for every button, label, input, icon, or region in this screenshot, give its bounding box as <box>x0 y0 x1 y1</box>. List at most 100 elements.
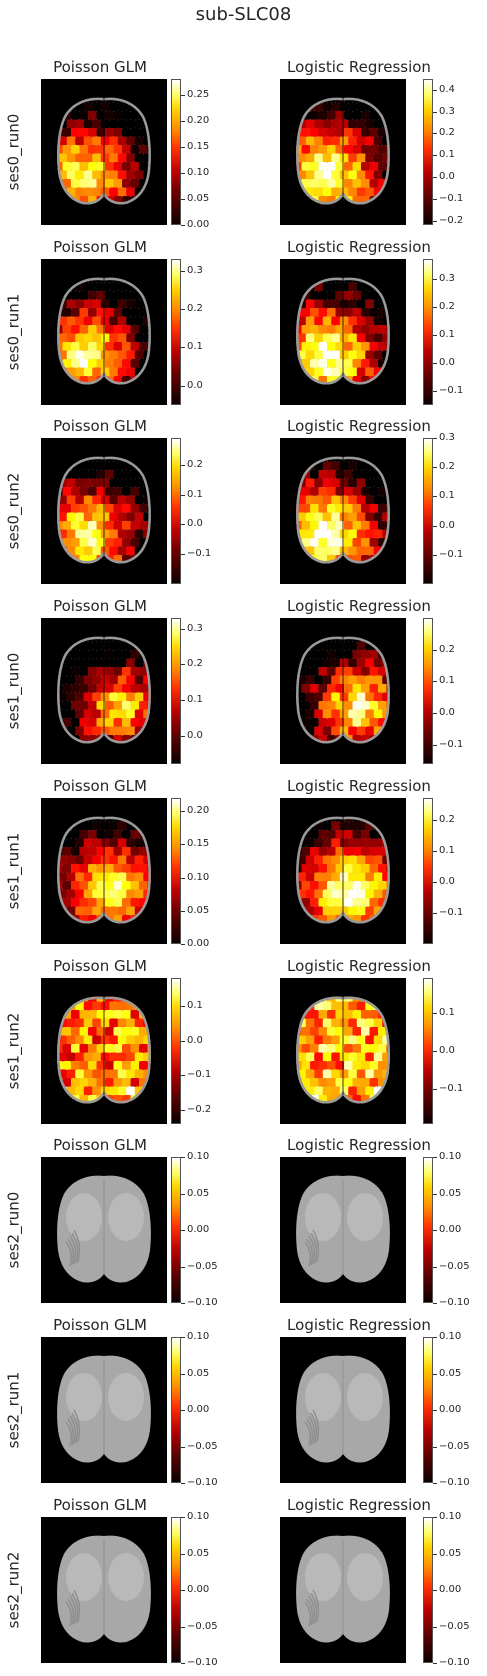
row-label: ses2_run1 <box>2 1337 24 1483</box>
heat-cell <box>156 830 165 839</box>
heat-cell <box>75 512 85 522</box>
heat-cell <box>305 350 315 360</box>
heat-cell <box>160 154 167 163</box>
colorbar-tick-label: −0.1 <box>439 739 464 750</box>
heat-cell <box>105 487 114 496</box>
heat-cell <box>391 710 400 719</box>
heat-cell <box>109 546 119 556</box>
hippocampus-stripe <box>71 1412 78 1444</box>
heat-cell <box>88 325 97 334</box>
heat-cell <box>305 658 315 668</box>
heat-cell <box>97 393 106 402</box>
heat-cell <box>66 658 76 668</box>
heat-cell <box>348 838 358 848</box>
heat-cell <box>156 179 165 188</box>
heat-cell <box>399 710 406 719</box>
heat-cell <box>399 676 406 685</box>
colorbar-tick-label: 0.2 <box>439 301 455 312</box>
hippocampus-stripe <box>312 1409 319 1443</box>
row-label-text: ses1_run2 <box>4 1012 23 1090</box>
heat-cell <box>356 1086 366 1096</box>
heat-cell <box>105 359 114 368</box>
heat-cell <box>130 1027 140 1036</box>
heat-cell <box>126 709 136 719</box>
heat-cell <box>117 675 127 685</box>
heat-cell <box>395 393 404 402</box>
heat-cell <box>75 187 85 197</box>
heat-cell <box>126 512 136 522</box>
heat-cell <box>305 529 315 539</box>
colorbar <box>171 79 181 225</box>
colorbar <box>171 259 181 405</box>
heat-cell <box>62 179 72 188</box>
heat-cell <box>399 300 406 309</box>
heat-cell <box>156 572 165 581</box>
heat-cell <box>310 898 319 907</box>
heat-cell <box>327 881 336 890</box>
heat-cell <box>348 282 358 292</box>
colorbar-tick-label: −0.05 <box>187 1261 218 1272</box>
heat-cell <box>79 864 89 873</box>
heat-cell <box>62 718 72 727</box>
heat-cell <box>126 119 136 129</box>
heat-cell <box>152 822 161 831</box>
heat-cell <box>97 572 106 581</box>
colorbar-tickmark <box>433 1627 437 1628</box>
heat-cell <box>75 1086 85 1096</box>
heat-cell <box>152 856 161 865</box>
heat-cell <box>339 1052 349 1062</box>
heat-cell <box>391 530 400 539</box>
heat-cell <box>62 881 72 890</box>
heat-cell <box>327 1112 336 1121</box>
heat-cell <box>335 325 345 334</box>
heat-cell <box>310 111 319 120</box>
heat-cell <box>105 650 114 659</box>
heat-cell <box>348 1001 358 1011</box>
heat-cell <box>348 299 358 309</box>
row-label-text: ses1_run0 <box>4 652 23 730</box>
heat-cell <box>391 890 400 899</box>
heat-cell <box>79 881 89 890</box>
heat-cell <box>57 996 63 1002</box>
heat-cell <box>54 213 63 222</box>
heat-cell <box>152 1019 161 1028</box>
row-label-text: ses0_run1 <box>4 293 23 371</box>
heat-cell <box>348 512 358 522</box>
heat-cell <box>152 839 161 848</box>
heat-cell <box>79 1010 89 1019</box>
heat-cell <box>152 873 161 882</box>
heat-cell <box>310 521 319 530</box>
heat-cell <box>113 325 123 334</box>
heat-cell <box>373 838 383 848</box>
heat-cell <box>117 282 127 292</box>
heat-cell <box>335 504 345 513</box>
heat-cell <box>66 529 76 539</box>
heat-cell <box>100 333 110 343</box>
heat-cell <box>302 1112 311 1121</box>
heat-cell <box>113 128 123 137</box>
heat-cell <box>305 1103 315 1104</box>
heat-cell <box>322 461 332 471</box>
heat-cell <box>386 1095 390 1104</box>
heat-cell <box>66 136 76 146</box>
heat-cell <box>310 470 319 479</box>
colorbar-tick-label: 0.1 <box>439 490 455 501</box>
heat-cell <box>66 1069 76 1079</box>
heat-cell <box>62 1078 72 1087</box>
heat-cell <box>100 204 110 205</box>
heat-cell <box>105 342 114 351</box>
heat-cell <box>139 572 148 581</box>
heat-cell <box>352 1078 362 1087</box>
colorbar-tick-label: 0.0 <box>439 876 455 887</box>
heat-cell <box>373 1103 383 1104</box>
heat-cell <box>327 359 336 368</box>
hippocampus-stripe <box>69 1595 76 1625</box>
heat-cell <box>54 1112 63 1121</box>
heat-cell <box>369 277 379 283</box>
heat-cell <box>344 572 353 581</box>
heat-cell <box>88 1044 97 1053</box>
heat-cell <box>395 274 404 283</box>
heat-cell <box>339 204 349 205</box>
heat-cell <box>395 633 404 642</box>
heat-cell <box>314 889 324 899</box>
